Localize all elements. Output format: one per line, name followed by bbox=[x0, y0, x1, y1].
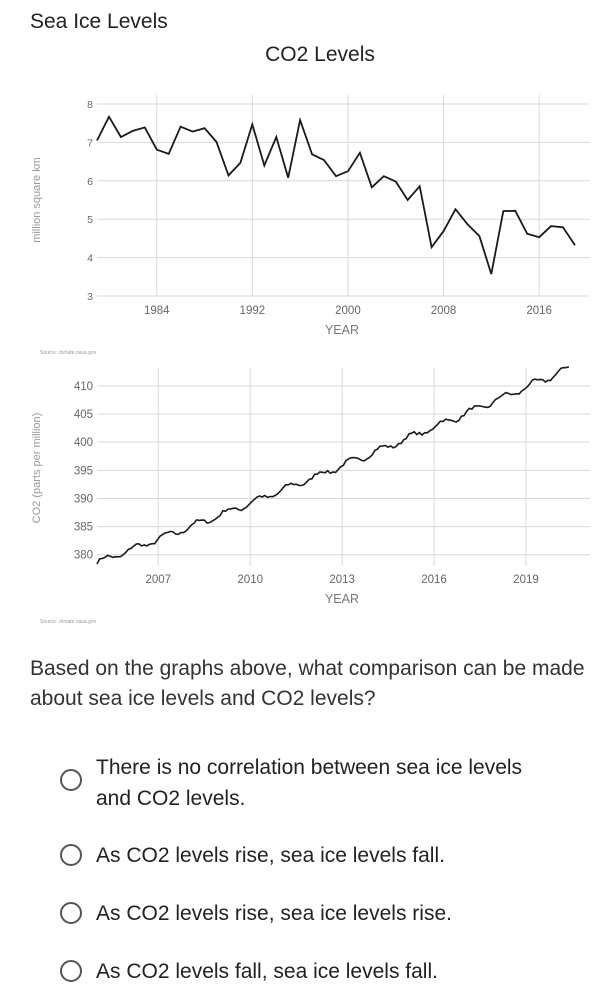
x-tick-label: 2008 bbox=[431, 305, 457, 317]
x-tick-label: 1984 bbox=[144, 305, 170, 317]
co2-x-axis-label: YEAR bbox=[325, 592, 359, 606]
y-tick-label: 4 bbox=[87, 253, 93, 265]
radio-button-1[interactable] bbox=[60, 769, 82, 791]
y-tick-label: 385 bbox=[74, 522, 93, 534]
x-tick-label: 2016 bbox=[526, 305, 552, 317]
x-tick-label: 2013 bbox=[329, 574, 355, 586]
question-text: Based on the graphs above, what comparis… bbox=[30, 657, 585, 710]
x-tick-label: 2010 bbox=[237, 574, 263, 586]
x-tick-label: 2019 bbox=[513, 574, 539, 586]
radio-button-4[interactable] bbox=[60, 960, 82, 982]
y-tick-label: 390 bbox=[74, 493, 93, 505]
co2-y-ticks: 380 385 390 395 400 405 410 bbox=[74, 381, 93, 562]
x-tick-label: 2016 bbox=[421, 574, 447, 586]
y-tick-label: 380 bbox=[74, 550, 93, 562]
answer-option-label: As CO2 levels rise, sea ice levels fall. bbox=[96, 844, 445, 867]
sea-ice-x-axis-label: YEAR bbox=[325, 323, 359, 337]
sea-ice-title: Sea Ice Levels bbox=[30, 10, 168, 33]
sea-ice-chart: 3 4 5 6 7 8 1984 1992 2000 2008 2016 million squa… bbox=[31, 95, 590, 356]
y-tick-label: 395 bbox=[74, 465, 93, 477]
y-tick-label: 7 bbox=[87, 137, 93, 149]
radio-button-2[interactable] bbox=[60, 844, 82, 866]
sea-ice-x-ticks: 1984 1992 2000 2008 2016 bbox=[144, 305, 552, 317]
co2-source-note: Source: climate.nasa.gov bbox=[40, 619, 97, 625]
y-tick-label: 5 bbox=[87, 214, 93, 226]
x-tick-label: 2007 bbox=[145, 574, 171, 586]
answer-option-label: As CO2 levels rise, sea ice levels rise. bbox=[96, 902, 452, 925]
y-tick-label: 410 bbox=[74, 381, 93, 393]
y-tick-label: 8 bbox=[87, 99, 93, 111]
sea-ice-grid bbox=[97, 95, 590, 297]
sea-ice-y-ticks: 3 4 5 6 7 8 bbox=[87, 99, 93, 303]
co2-x-ticks: 2007 2010 2013 2016 2019 bbox=[145, 574, 538, 586]
answer-option-label: As CO2 levels fall, sea ice levels fall. bbox=[96, 960, 438, 983]
sea-ice-source-note: Source: climate.nasa.gov bbox=[40, 350, 97, 356]
co2-y-axis-label: CO2 (parts per million) bbox=[31, 413, 43, 524]
sea-ice-y-axis-label: million square km bbox=[31, 157, 43, 243]
y-tick-label: 405 bbox=[74, 409, 93, 421]
answer-option-label: There is no correlation between sea ice … bbox=[96, 756, 523, 810]
co2-series-line bbox=[96, 366, 570, 565]
y-tick-label: 3 bbox=[87, 291, 93, 303]
x-tick-label: 2000 bbox=[335, 305, 361, 317]
co2-grid bbox=[97, 368, 590, 566]
y-tick-label: 6 bbox=[87, 176, 93, 188]
sea-ice-series-line bbox=[96, 114, 576, 275]
x-tick-label: 1992 bbox=[240, 305, 266, 317]
y-tick-label: 400 bbox=[74, 437, 93, 449]
radio-button-3[interactable] bbox=[60, 902, 82, 924]
co2-title: CO2 Levels bbox=[265, 43, 375, 66]
